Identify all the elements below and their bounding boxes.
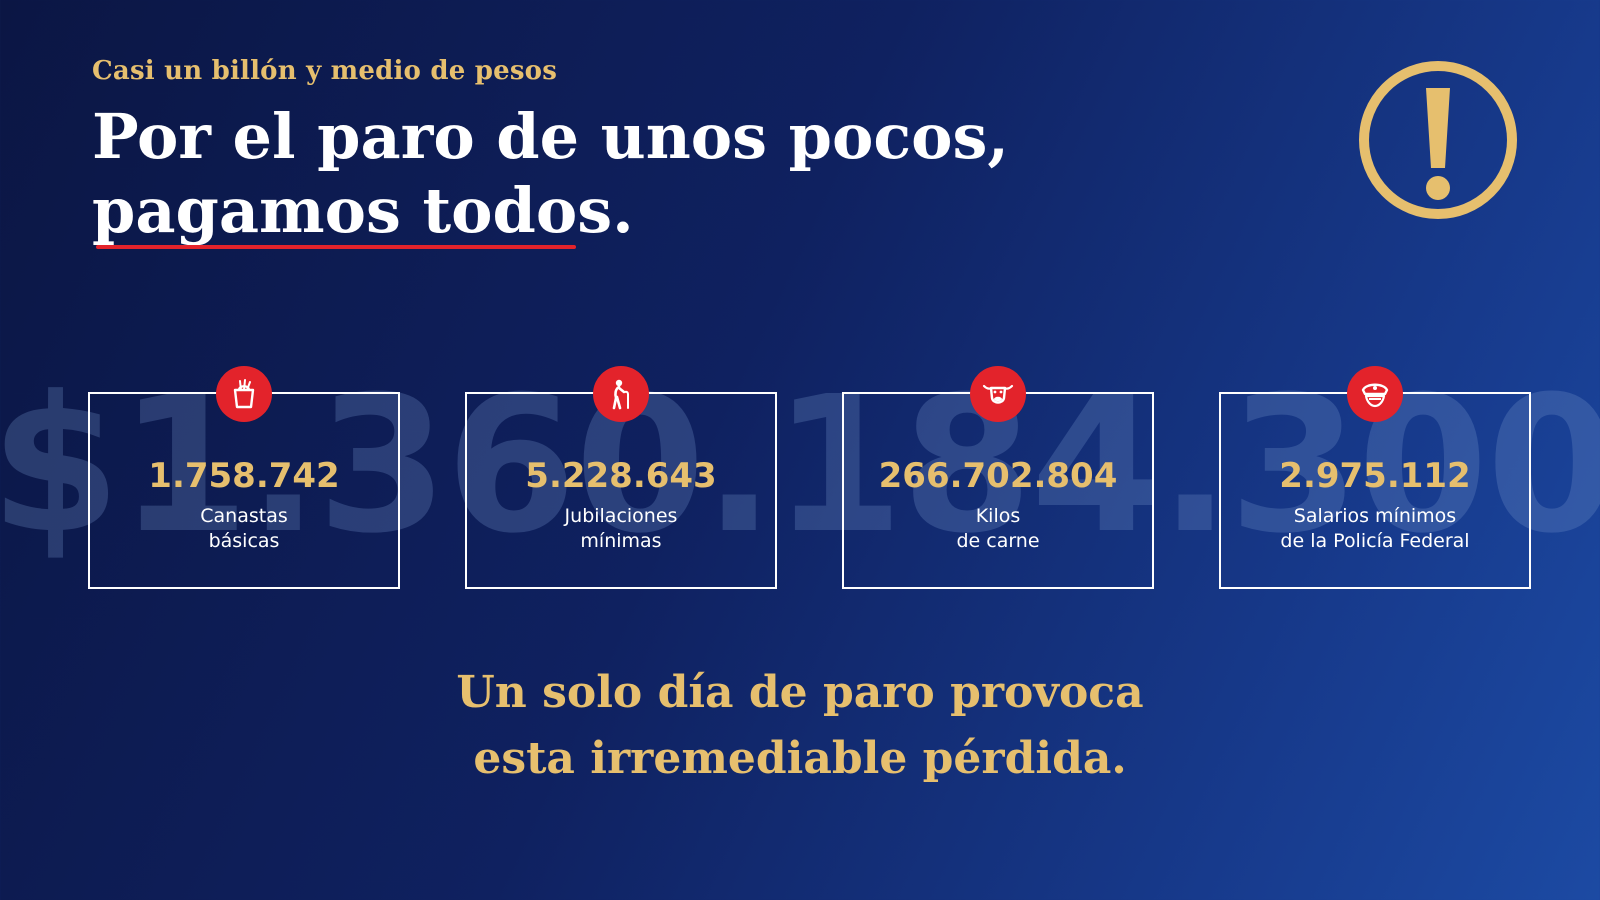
stat-label: Salarios mínimos de la Policía Federal [1221,504,1529,554]
stat-label-line-1: Jubilaciones [564,505,678,527]
stat-label-line-1: Canastas [200,505,288,527]
stat-label-line-2: de carne [956,530,1040,552]
footer-message: Un solo día de paro provoca esta irremed… [0,660,1600,792]
stat-label-line-2: básicas [208,530,280,552]
shopping-bag-icon [216,366,272,422]
stat-value: 1.758.742 [148,456,340,496]
exclamation-alert-icon [1359,61,1517,219]
stat-card-jubilaciones: 5.228.643 Jubilaciones mínimas [465,366,777,589]
headline-line-2: pagamos todos. [92,174,634,247]
stat-value: 5.228.643 [525,456,717,496]
footer-line-2: esta irremediable pérdida. [473,733,1127,784]
stat-card-carne: 266.702.804 Kilos de carne [842,366,1154,589]
kicker-text: Casi un billón y medio de pesos [92,56,558,86]
stat-label-line-1: Kilos [975,505,1021,527]
footer-line-1: Un solo día de paro provoca [456,667,1144,718]
stat-card-canastas: 1.758.742 Canastas básicas [88,366,400,589]
stat-card-salarios: 2.975.112 Salarios mínimos de la Policía… [1219,366,1531,589]
headline: Por el paro de unos pocos, pagamos todos… [92,100,1092,248]
stat-label: Kilos de carne [844,504,1152,554]
stat-label-line-2: mínimas [580,530,662,552]
stat-value: 266.702.804 [878,456,1118,496]
headline-line-1: Por el paro de unos pocos, [92,100,1009,173]
elderly-person-icon [593,366,649,422]
stats-row: 1.758.742 Canastas básicas 5.228.643 Jub… [88,360,1532,592]
headline-underline [96,245,576,249]
stat-label: Jubilaciones mínimas [467,504,775,554]
stat-value: 2.975.112 [1279,456,1471,496]
stat-label: Canastas básicas [90,504,398,554]
police-cap-icon [1347,366,1403,422]
cow-head-icon [970,366,1026,422]
stat-label-line-2: de la Policía Federal [1280,530,1470,552]
stat-label-line-1: Salarios mínimos [1293,505,1457,527]
